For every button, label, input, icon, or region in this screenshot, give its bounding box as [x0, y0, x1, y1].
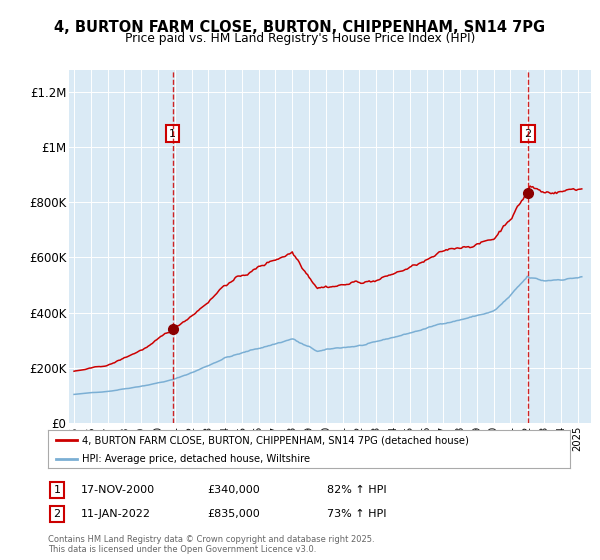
Text: Price paid vs. HM Land Registry's House Price Index (HPI): Price paid vs. HM Land Registry's House … [125, 32, 475, 45]
Text: Contains HM Land Registry data © Crown copyright and database right 2025.
This d: Contains HM Land Registry data © Crown c… [48, 535, 374, 554]
Text: 82% ↑ HPI: 82% ↑ HPI [327, 485, 386, 495]
Text: 1: 1 [169, 128, 176, 138]
Text: 1: 1 [53, 485, 61, 495]
Text: 17-NOV-2000: 17-NOV-2000 [81, 485, 155, 495]
Text: HPI: Average price, detached house, Wiltshire: HPI: Average price, detached house, Wilt… [82, 454, 310, 464]
Text: 4, BURTON FARM CLOSE, BURTON, CHIPPENHAM, SN14 7PG: 4, BURTON FARM CLOSE, BURTON, CHIPPENHAM… [55, 20, 545, 35]
Text: £835,000: £835,000 [207, 509, 260, 519]
Text: 2: 2 [53, 509, 61, 519]
Text: 2: 2 [524, 128, 532, 138]
Text: £340,000: £340,000 [207, 485, 260, 495]
Text: 73% ↑ HPI: 73% ↑ HPI [327, 509, 386, 519]
Text: 4, BURTON FARM CLOSE, BURTON, CHIPPENHAM, SN14 7PG (detached house): 4, BURTON FARM CLOSE, BURTON, CHIPPENHAM… [82, 435, 469, 445]
Text: 11-JAN-2022: 11-JAN-2022 [81, 509, 151, 519]
